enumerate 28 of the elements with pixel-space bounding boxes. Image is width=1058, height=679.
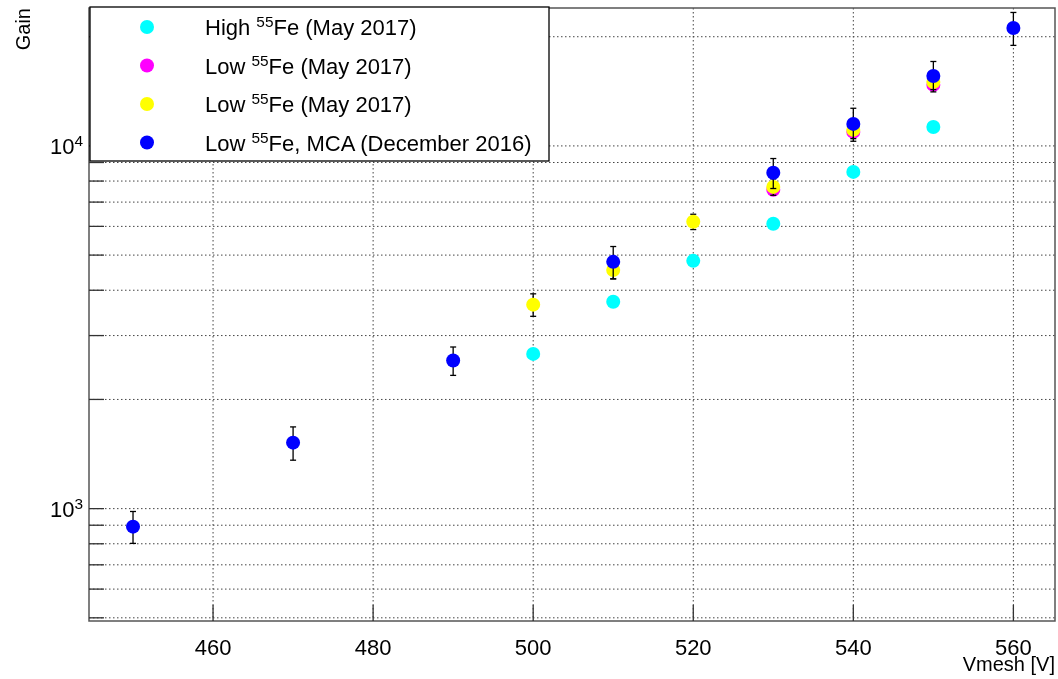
- point: [1006, 21, 1021, 36]
- legend-label: Low $^{55}$Fe (May 2017): [205, 89, 412, 117]
- x-tick-label: 540: [834, 635, 872, 660]
- point: [286, 435, 301, 450]
- point: [846, 164, 861, 179]
- x-tick-label: 500: [514, 635, 552, 660]
- point: [926, 68, 941, 83]
- y-tick-label: 10$^{4}$: [49, 131, 84, 159]
- x-tick-label: 480: [354, 635, 392, 660]
- point: [606, 254, 621, 269]
- legend-label: Low $^{55}$Fe (May 2017): [205, 51, 412, 79]
- legend-label: Low $^{55}$Fe, MCA (December 2016): [205, 128, 532, 156]
- point: [686, 214, 701, 229]
- point: [446, 353, 461, 368]
- y-axis-title: Gain: [12, 8, 34, 51]
- point: [846, 116, 861, 131]
- legend-label: High $^{55}$Fe (May 2017): [205, 12, 417, 40]
- point: [126, 519, 141, 534]
- point: [686, 253, 701, 268]
- point: [526, 346, 541, 361]
- point: [526, 297, 541, 312]
- x-tick-label: 520: [674, 635, 712, 660]
- point: [766, 165, 781, 180]
- point: [766, 216, 781, 231]
- point: [926, 119, 941, 134]
- x-tick-label: 460: [194, 635, 232, 660]
- point: [606, 294, 621, 309]
- y-tick-label: 10$^{3}$: [49, 494, 83, 522]
